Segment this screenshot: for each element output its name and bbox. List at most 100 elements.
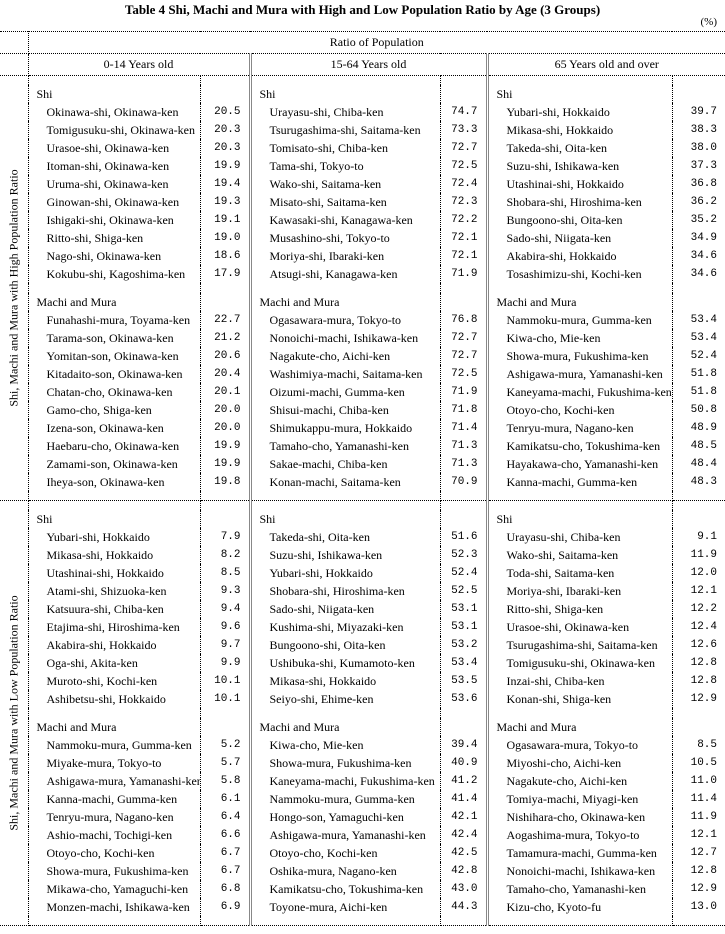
ratio-value: 6.6 bbox=[200, 826, 252, 844]
ratio-value: 39.4 bbox=[440, 736, 489, 754]
ratio-value: 72.5 bbox=[440, 157, 489, 175]
table-row bbox=[0, 283, 725, 293]
spacer-cell bbox=[487, 283, 673, 293]
spacer-cell bbox=[28, 491, 201, 501]
ratio-value: 6.7 bbox=[200, 862, 252, 880]
ratio-value: 12.9 bbox=[690, 693, 717, 705]
ratio-value: 43.0 bbox=[440, 880, 489, 898]
group-label: Shi bbox=[28, 510, 201, 528]
spacer-cell bbox=[28, 75, 201, 85]
municipality-name: Takeda-shi, Oita-ken bbox=[250, 528, 441, 546]
table-row: Mikawa-cho, Yamaguchi-ken 6.8 Kamikatsu-ch… bbox=[0, 880, 725, 898]
table-row: Otoyo-cho, Kochi-ken 6.7 Otoyo-cho, Kochi-… bbox=[0, 844, 725, 862]
spacer-cell bbox=[250, 491, 441, 501]
unit-label: (%) bbox=[700, 16, 718, 28]
ratio-value: 72.5 bbox=[440, 365, 489, 383]
ratio-value: 12.1 bbox=[690, 829, 717, 841]
ratio-value: 53.4 bbox=[690, 314, 717, 326]
spacer-cell bbox=[28, 708, 201, 718]
municipality-name: Zamami-son, Okinawa-ken bbox=[28, 455, 201, 473]
spacer-cell bbox=[672, 916, 725, 926]
municipality-name: Nammoku-mura, Gumma-ken bbox=[250, 790, 441, 808]
ratio-value: 34.6 bbox=[690, 268, 717, 280]
municipality-name: Kamikatsu-cho, Tokushima-ken bbox=[250, 880, 441, 898]
table-row: Machi and Mura Machi and Mura Machi and Mu… bbox=[0, 718, 725, 736]
municipality-name: Ashio-machi, Tochigi-ken bbox=[28, 826, 201, 844]
ratio-value: 12.8 bbox=[690, 657, 717, 669]
ratio-value: 12.6 bbox=[690, 639, 717, 651]
ratio-value: 34.9 bbox=[690, 232, 717, 244]
ratio-value: 20.6 bbox=[200, 347, 252, 365]
municipality-name: Bungoono-shi, Oita-ken bbox=[250, 636, 441, 654]
municipality-name: Hongo-son, Yamaguchi-ken bbox=[250, 808, 441, 826]
municipality-name: Tomisato-shi, Chiba-ken bbox=[250, 139, 441, 157]
table-row: Uruma-shi, Okinawa-ken 19.4 Wako-shi, Sait… bbox=[0, 175, 725, 193]
ratio-value: 12.4 bbox=[690, 621, 717, 633]
municipality-name: Oizumi-machi, Gumma-ken bbox=[250, 383, 441, 401]
ratio-value: 9.3 bbox=[200, 582, 252, 600]
ratio-value: 37.3 bbox=[690, 160, 717, 172]
ratio-value: 19.3 bbox=[200, 193, 252, 211]
spacer-cell bbox=[440, 491, 489, 501]
ratio-value: 9.1 bbox=[697, 531, 717, 543]
municipality-name: Sakae-machi, Chiba-ken bbox=[250, 455, 441, 473]
spacer-cell bbox=[672, 85, 725, 103]
table-title: Table 4 Shi, Machi and Mura with High an… bbox=[124, 2, 601, 17]
group-label: Shi bbox=[250, 85, 441, 103]
ratio-value: 13.0 bbox=[690, 901, 717, 913]
municipality-name: Sado-shi, Niigata-ken bbox=[250, 600, 441, 618]
ratio-value: 72.1 bbox=[440, 229, 489, 247]
spacer-cell bbox=[440, 85, 489, 103]
group-label: Machi and Mura bbox=[487, 293, 673, 311]
table-row: Kitadaito-son, Okinawa-ken 20.4 Washimiya-… bbox=[0, 365, 725, 383]
municipality-name: Showa-mura, Fukushima-ken bbox=[28, 862, 201, 880]
spacer-cell bbox=[200, 718, 252, 736]
ratio-value: 8.5 bbox=[200, 564, 252, 582]
ratio-value: 72.1 bbox=[440, 247, 489, 265]
municipality-name: Kiwa-cho, Mie-ken bbox=[250, 736, 441, 754]
municipality-name: Ginowan-shi, Okinawa-ken bbox=[28, 193, 201, 211]
ratio-value: 20.0 bbox=[200, 401, 252, 419]
spacer-cell bbox=[250, 500, 441, 510]
municipality-name: Yubari-shi, Hokkaido bbox=[28, 528, 201, 546]
table-row: Ashio-machi, Tochigi-ken 6.6 Ashigawa-mura… bbox=[0, 826, 725, 844]
corner-cell bbox=[0, 53, 29, 76]
ratio-value: 41.4 bbox=[440, 790, 489, 808]
municipality-name: Aogashima-mura, Tokyo-to bbox=[487, 826, 673, 844]
municipality-name: Gamo-cho, Shiga-ken bbox=[28, 401, 201, 419]
ratio-value: 7.9 bbox=[200, 528, 252, 546]
spacer-cell bbox=[200, 293, 252, 311]
ratio-value: 10.5 bbox=[690, 757, 717, 769]
ratio-value: 71.4 bbox=[440, 419, 489, 437]
ratio-header: Ratio of Population bbox=[28, 31, 725, 54]
municipality-name: Takeda-shi, Oita-ken bbox=[487, 139, 673, 157]
municipality-name: Mikasa-shi, Hokkaido bbox=[28, 546, 201, 564]
ratio-value: 12.8 bbox=[690, 865, 717, 877]
ratio-value: 71.8 bbox=[440, 401, 489, 419]
table-row: Tenryu-mura, Nagano-ken 6.4 Hongo-son, Yam… bbox=[0, 808, 725, 826]
municipality-name: Toda-shi, Saitama-ken bbox=[487, 564, 673, 582]
ratio-value: 8.5 bbox=[697, 739, 717, 751]
spacer-cell bbox=[672, 718, 725, 736]
ratio-value: 8.2 bbox=[200, 546, 252, 564]
spacer-cell bbox=[200, 491, 252, 501]
ratio-value: 19.4 bbox=[200, 175, 252, 193]
ratio-value: 5.8 bbox=[200, 772, 252, 790]
municipality-name: Miyake-mura, Tokyo-to bbox=[28, 754, 201, 772]
municipality-name: Nago-shi, Okinawa-ken bbox=[28, 247, 201, 265]
municipality-name: Tamaho-cho, Yamanashi-ken bbox=[250, 437, 441, 455]
municipality-name: Bungoono-shi, Oita-ken bbox=[487, 211, 673, 229]
ratio-value: 53.4 bbox=[440, 654, 489, 672]
ratio-value: 44.3 bbox=[440, 898, 489, 916]
ratio-value: 71.9 bbox=[440, 265, 489, 283]
municipality-name: Hayakawa-cho, Yamanashi-ken bbox=[487, 455, 673, 473]
municipality-name: Kawasaki-shi, Kanagawa-ken bbox=[250, 211, 441, 229]
table-row: Ashigawa-mura, Yamanashi-ken 5.8 Kaneyama-… bbox=[0, 772, 725, 790]
ratio-value: 71.3 bbox=[440, 437, 489, 455]
ratio-value: 19.1 bbox=[200, 211, 252, 229]
municipality-name: Iheya-son, Okinawa-ken bbox=[28, 473, 201, 491]
ratio-value: 9.9 bbox=[200, 654, 252, 672]
table-row: Ginowan-shi, Okinawa-ken 19.3 Misato-shi, … bbox=[0, 193, 725, 211]
corner-cell bbox=[0, 31, 29, 54]
municipality-name: Urasoe-shi, Okinawa-ken bbox=[487, 618, 673, 636]
